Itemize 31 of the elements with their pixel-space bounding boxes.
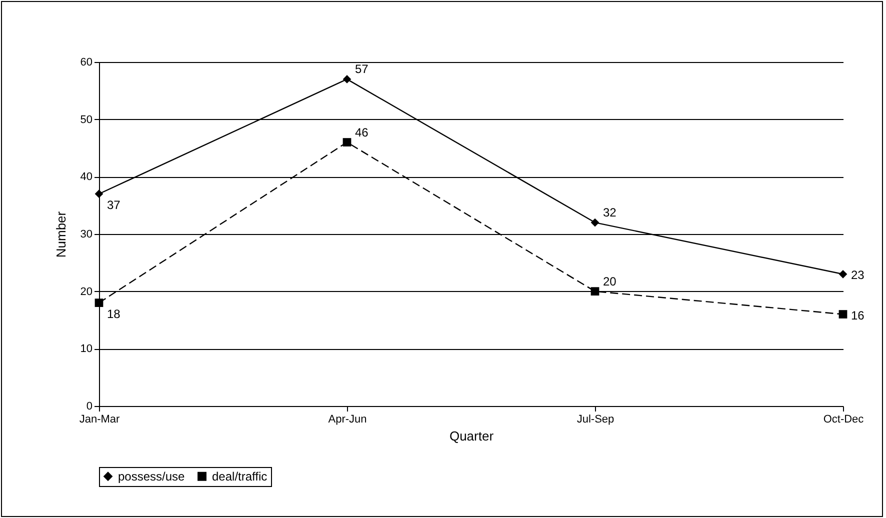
data-label: 46 [355,125,369,140]
data-label: 57 [355,62,369,76]
data-label: 32 [603,206,617,220]
point [94,298,104,307]
y-tick-label: 40 [80,171,92,184]
y-tick-label: 0 [86,400,92,412]
y-tick-label: 50 [80,114,92,126]
legend-label: possess/use [118,469,186,484]
x-tick-label: Apr-Jun [328,414,367,426]
point [590,287,600,296]
point [838,310,848,318]
x-axis-title: Quarter [449,428,494,444]
data-label: 20 [603,274,617,288]
y-tick-label: 60 [80,56,92,68]
y-tick-label: 20 [80,286,92,298]
x-tick-label: Oct-Dec [823,414,864,426]
point [342,138,352,146]
x-tick-label: Jan-Mar [79,414,120,426]
data-label: 16 [851,308,865,322]
legend-label: deal/traffic [212,469,268,484]
data-label: 18 [107,306,121,321]
point [590,218,600,227]
y-tick-label: 30 [80,228,92,240]
point [838,270,848,278]
y-tick-label: 10 [80,343,92,356]
point [342,75,352,84]
x-tick-label: Jul-Sep [576,414,614,426]
data-label: 23 [851,268,865,282]
data-label: 37 [107,198,121,212]
point [94,190,104,198]
y-axis-title: Number [53,210,68,258]
